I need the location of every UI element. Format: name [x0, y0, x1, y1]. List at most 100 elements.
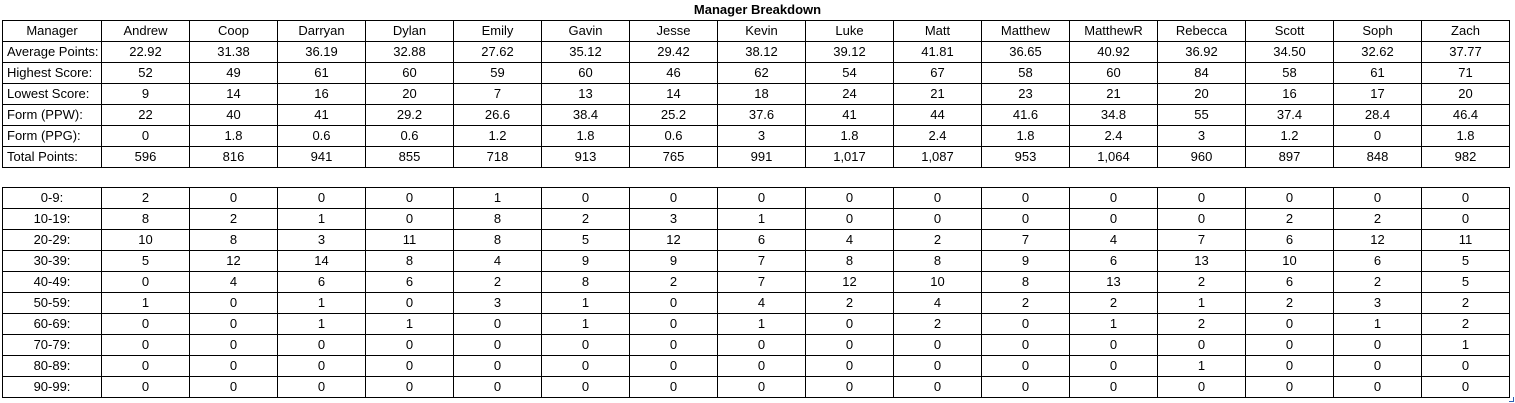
count-cell[interactable]: 2: [1157, 271, 1246, 293]
stat-cell[interactable]: 37.4: [1245, 104, 1334, 126]
stat-cell[interactable]: 61: [1333, 62, 1422, 84]
count-cell[interactable]: 0: [981, 355, 1070, 377]
count-cell[interactable]: 10: [1245, 250, 1334, 272]
count-cell[interactable]: 0: [981, 208, 1070, 230]
range-label-cell[interactable]: 40-49:: [2, 271, 102, 293]
count-cell[interactable]: 0: [981, 376, 1070, 398]
count-cell[interactable]: 0: [1245, 376, 1334, 398]
count-cell[interactable]: 0: [189, 292, 278, 314]
stat-cell[interactable]: 60: [365, 62, 454, 84]
stat-cell[interactable]: 71: [1421, 62, 1510, 84]
stat-cell[interactable]: 897: [1245, 146, 1334, 168]
count-cell[interactable]: 1: [717, 313, 806, 335]
count-cell[interactable]: 0: [1069, 376, 1158, 398]
stat-cell[interactable]: 36.65: [981, 41, 1070, 63]
stat-cell[interactable]: 14: [189, 83, 278, 105]
row-label-cell[interactable]: Average Points:: [2, 41, 102, 63]
count-cell[interactable]: 0: [717, 376, 806, 398]
stat-cell[interactable]: 24: [805, 83, 894, 105]
manager-header-cell[interactable]: Matt: [893, 20, 982, 42]
count-cell[interactable]: 0: [629, 334, 718, 356]
count-cell[interactable]: 0: [453, 376, 542, 398]
stat-cell[interactable]: 36.92: [1157, 41, 1246, 63]
count-cell[interactable]: 0: [189, 334, 278, 356]
manager-header-cell[interactable]: Jesse: [629, 20, 718, 42]
count-cell[interactable]: 2: [1245, 208, 1334, 230]
count-cell[interactable]: 0: [805, 376, 894, 398]
count-cell[interactable]: 0: [453, 334, 542, 356]
stat-cell[interactable]: 0: [101, 125, 190, 147]
stat-cell[interactable]: 20: [1157, 83, 1246, 105]
stat-cell[interactable]: 20: [365, 83, 454, 105]
count-cell[interactable]: 0: [453, 313, 542, 335]
count-cell[interactable]: 2: [101, 187, 190, 209]
stat-cell[interactable]: 21: [893, 83, 982, 105]
count-cell[interactable]: 0: [277, 187, 366, 209]
stat-cell[interactable]: 855: [365, 146, 454, 168]
count-cell[interactable]: 0: [981, 334, 1070, 356]
range-label-cell[interactable]: 0-9:: [2, 187, 102, 209]
manager-header-cell[interactable]: Emily: [453, 20, 542, 42]
count-cell[interactable]: 0: [541, 334, 630, 356]
stat-cell[interactable]: 2.4: [893, 125, 982, 147]
count-cell[interactable]: 10: [893, 271, 982, 293]
count-cell[interactable]: 0: [893, 208, 982, 230]
count-cell[interactable]: 13: [1069, 271, 1158, 293]
count-cell[interactable]: 0: [277, 376, 366, 398]
manager-header-cell[interactable]: Rebecca: [1157, 20, 1246, 42]
count-cell[interactable]: 0: [1157, 208, 1246, 230]
count-cell[interactable]: 0: [365, 187, 454, 209]
count-cell[interactable]: 0: [629, 376, 718, 398]
count-cell[interactable]: 4: [893, 292, 982, 314]
count-cell[interactable]: 2: [893, 229, 982, 251]
count-cell[interactable]: 1: [1421, 334, 1510, 356]
manager-header-cell[interactable]: Zach: [1421, 20, 1510, 42]
stat-cell[interactable]: 61: [277, 62, 366, 84]
count-cell[interactable]: 13: [1157, 250, 1246, 272]
count-cell[interactable]: 6: [1333, 250, 1422, 272]
count-cell[interactable]: 1: [1333, 313, 1422, 335]
count-cell[interactable]: 8: [981, 271, 1070, 293]
count-cell[interactable]: 4: [189, 271, 278, 293]
count-cell[interactable]: 8: [453, 208, 542, 230]
count-cell[interactable]: 0: [1069, 208, 1158, 230]
count-cell[interactable]: 0: [629, 292, 718, 314]
count-cell[interactable]: 3: [629, 208, 718, 230]
stat-cell[interactable]: 32.88: [365, 41, 454, 63]
count-cell[interactable]: 0: [629, 355, 718, 377]
stat-cell[interactable]: 27.62: [453, 41, 542, 63]
count-cell[interactable]: 0: [1333, 187, 1422, 209]
count-cell[interactable]: 0: [277, 334, 366, 356]
count-cell[interactable]: 1: [541, 313, 630, 335]
range-label-cell[interactable]: 50-59:: [2, 292, 102, 314]
count-cell[interactable]: 0: [101, 355, 190, 377]
count-cell[interactable]: 0: [805, 355, 894, 377]
row-label-cell[interactable]: Form (PPW):: [2, 104, 102, 126]
manager-header-cell[interactable]: MatthewR: [1069, 20, 1158, 42]
count-cell[interactable]: 5: [101, 250, 190, 272]
count-cell[interactable]: 0: [541, 187, 630, 209]
count-cell[interactable]: 10: [101, 229, 190, 251]
count-cell[interactable]: 12: [189, 250, 278, 272]
row-label-cell[interactable]: Highest Score:: [2, 62, 102, 84]
manager-header-cell[interactable]: Scott: [1245, 20, 1334, 42]
stat-cell[interactable]: 84: [1157, 62, 1246, 84]
count-cell[interactable]: 0: [893, 355, 982, 377]
manager-header-cell[interactable]: Kevin: [717, 20, 806, 42]
row-label-cell[interactable]: Total Points:: [2, 146, 102, 168]
count-cell[interactable]: 0: [1333, 355, 1422, 377]
count-cell[interactable]: 6: [1245, 229, 1334, 251]
count-cell[interactable]: 12: [629, 229, 718, 251]
stat-cell[interactable]: 1.2: [453, 125, 542, 147]
stat-cell[interactable]: 59: [453, 62, 542, 84]
count-cell[interactable]: 0: [189, 313, 278, 335]
range-label-cell[interactable]: 90-99:: [2, 376, 102, 398]
count-cell[interactable]: 0: [805, 187, 894, 209]
count-cell[interactable]: 0: [1157, 187, 1246, 209]
count-cell[interactable]: 0: [805, 208, 894, 230]
count-cell[interactable]: 1: [277, 292, 366, 314]
selection-handle[interactable]: [1509, 397, 1514, 402]
count-cell[interactable]: 8: [541, 271, 630, 293]
count-cell[interactable]: 9: [629, 250, 718, 272]
count-cell[interactable]: 0: [1245, 313, 1334, 335]
